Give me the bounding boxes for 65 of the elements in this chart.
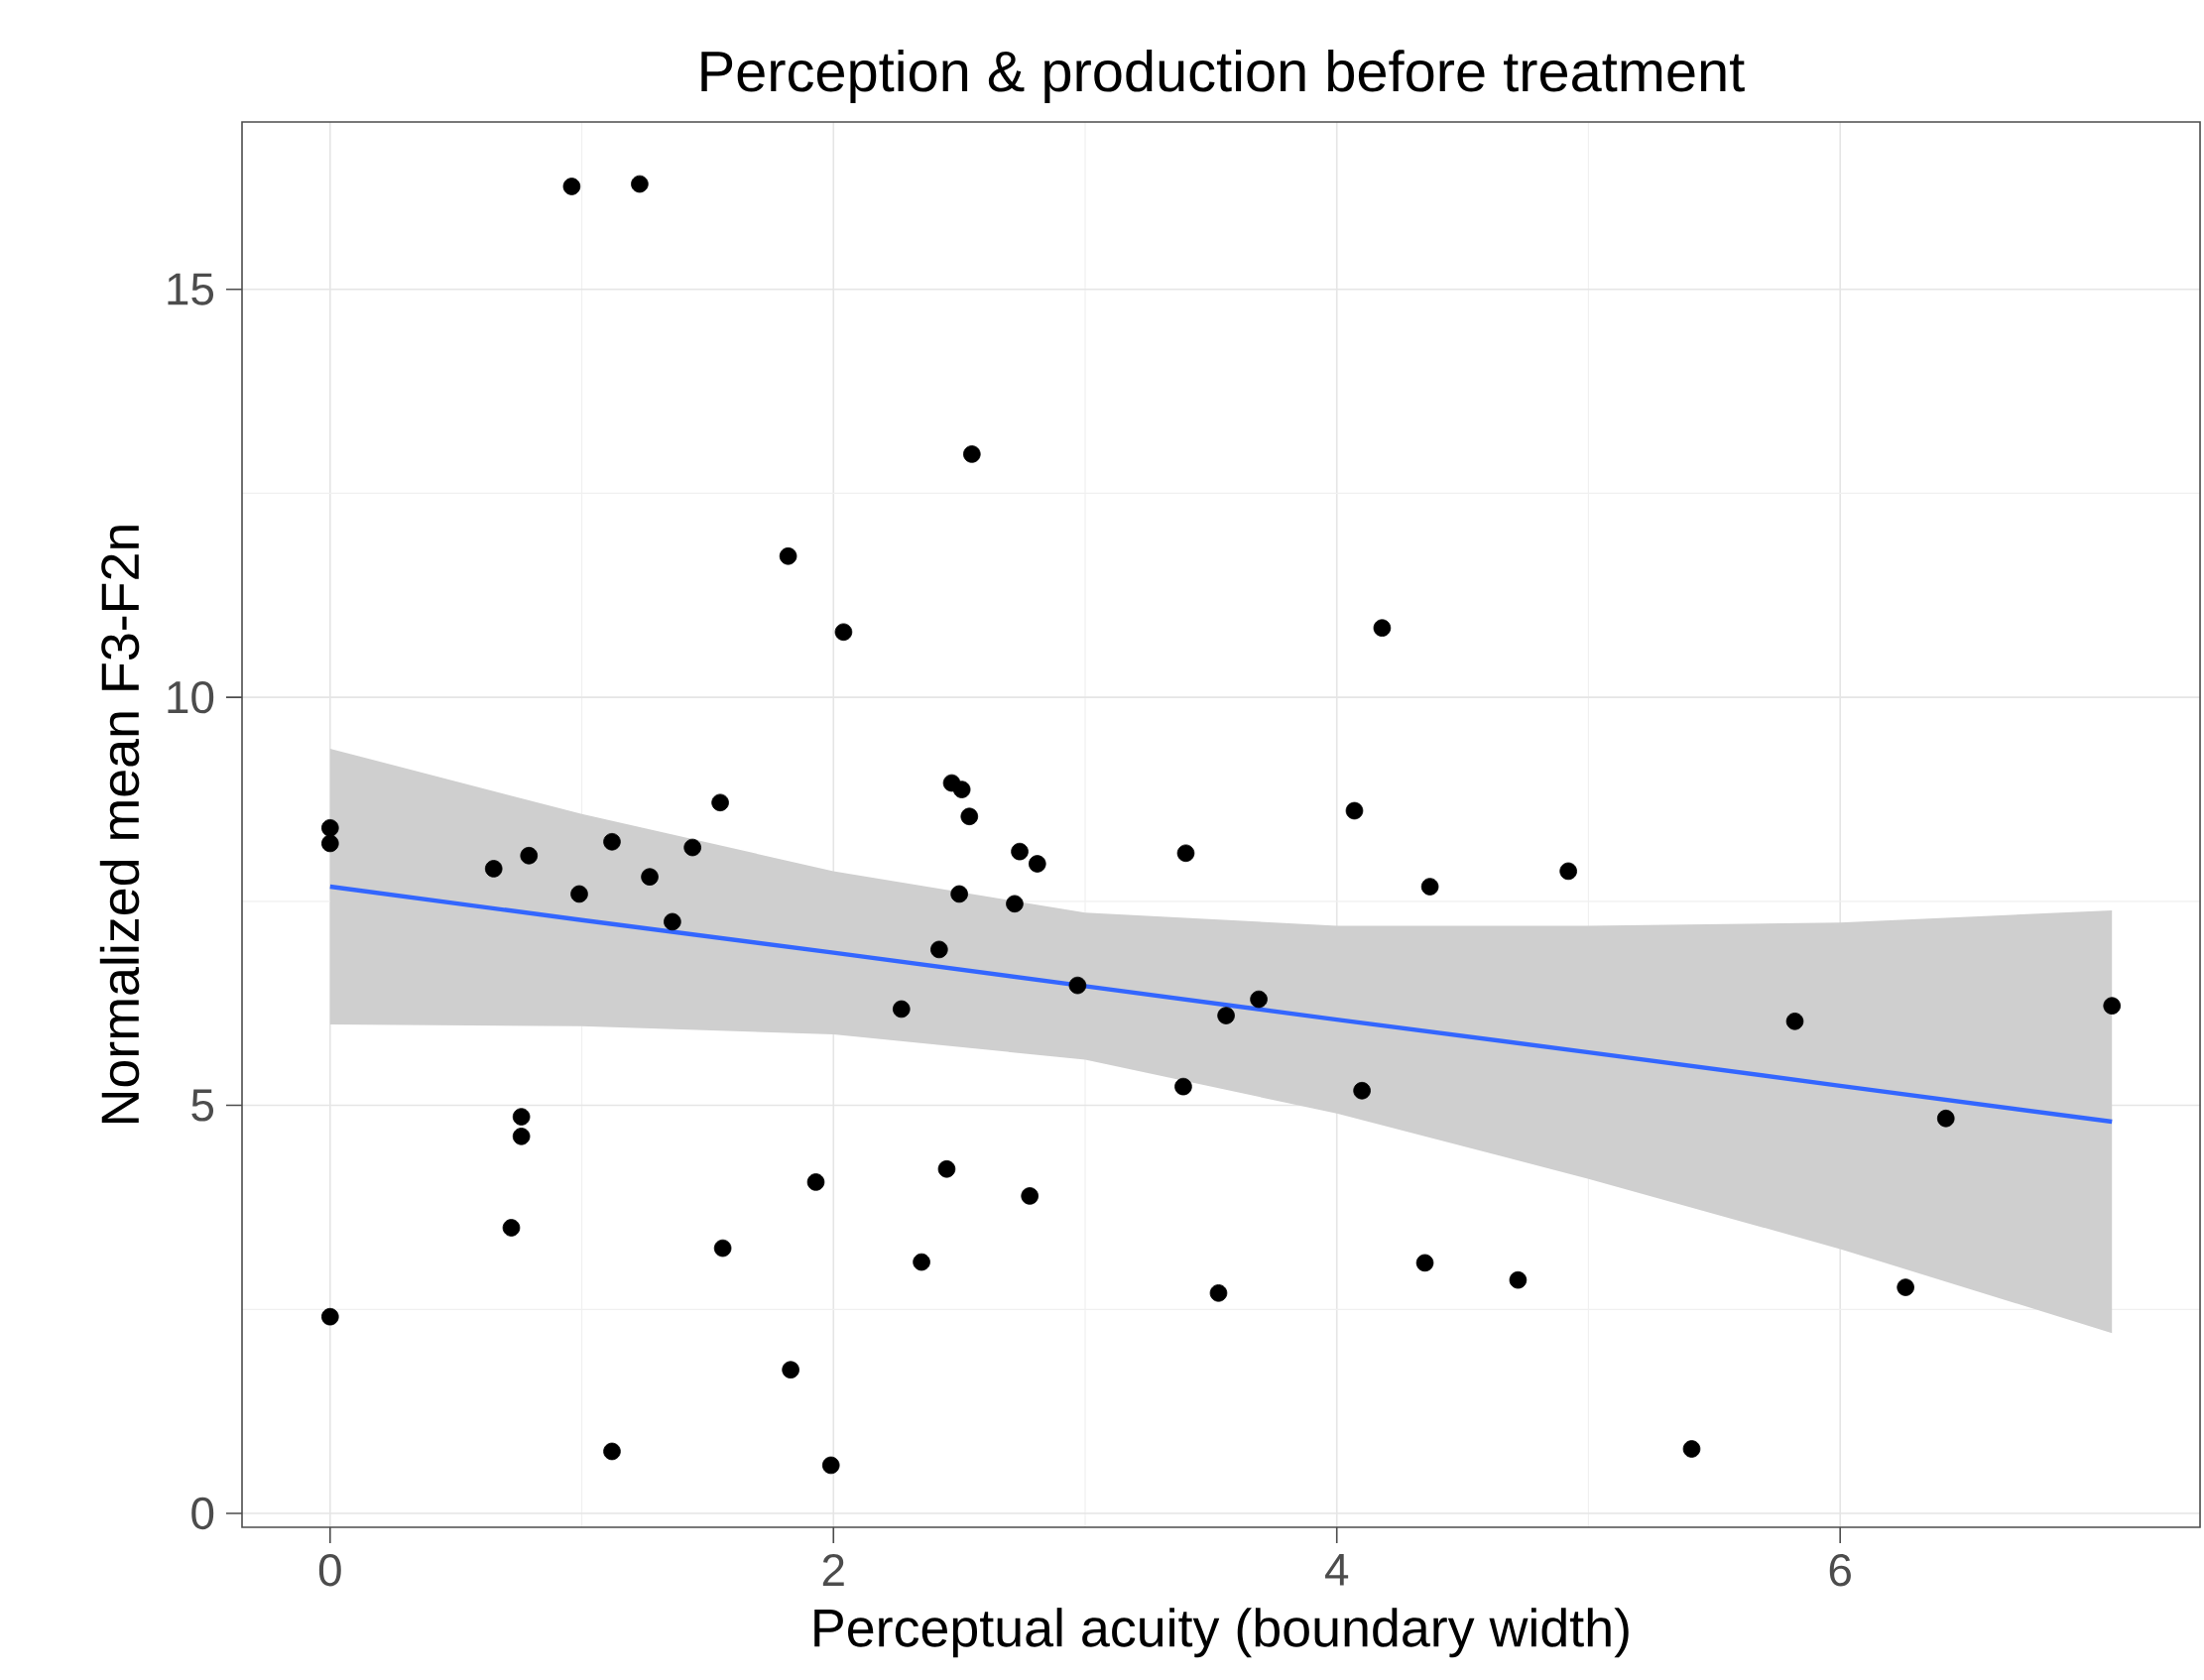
point (1785, 1013, 1804, 1030)
point (821, 1456, 840, 1475)
point (892, 1000, 911, 1019)
point (834, 623, 853, 642)
point (1345, 801, 1364, 820)
point (1936, 1109, 1955, 1128)
y-tick-label: 10 (168, 680, 214, 714)
point (1176, 844, 1195, 863)
point (1011, 842, 1029, 861)
point (782, 1361, 799, 1379)
point (520, 846, 539, 865)
x-tick-label: 2 (822, 1554, 844, 1587)
point (950, 885, 968, 903)
point (321, 834, 339, 853)
point (711, 793, 729, 812)
point (937, 1159, 956, 1178)
point (562, 178, 581, 195)
point (913, 1253, 930, 1271)
point (512, 1128, 531, 1145)
line-series (327, 884, 2115, 1125)
y-tick-label: 0 (191, 1497, 214, 1530)
point (664, 912, 681, 931)
point (321, 818, 339, 837)
point (512, 1108, 531, 1126)
x-tick-label: 4 (1325, 1554, 1349, 1586)
point (1373, 619, 1392, 637)
point (1028, 855, 1046, 873)
point (1420, 878, 1439, 896)
point (484, 860, 503, 878)
point (603, 1442, 621, 1461)
point (952, 780, 971, 798)
point (960, 807, 979, 826)
point (806, 1173, 825, 1191)
point (2103, 997, 2122, 1015)
y-tick-label: 15 (168, 273, 214, 305)
point (1897, 1278, 1914, 1296)
point (603, 832, 621, 851)
point (963, 445, 981, 463)
point (1006, 895, 1024, 913)
point (641, 868, 659, 886)
point (570, 885, 588, 903)
point (1353, 1081, 1371, 1100)
point (713, 1239, 732, 1258)
point (1559, 862, 1577, 881)
x-tick-label: 0 (318, 1554, 341, 1587)
point (1250, 990, 1268, 1009)
point (502, 1219, 521, 1237)
point (1682, 1440, 1701, 1458)
y-axis-title: Normalized mean F3-F2n (99, 526, 140, 1124)
point (1174, 1077, 1192, 1096)
point (1209, 1284, 1228, 1302)
point (1509, 1270, 1528, 1289)
point (1021, 1187, 1039, 1205)
point (683, 838, 701, 857)
point (1068, 976, 1087, 995)
x-tick-label: 6 (1829, 1554, 1851, 1587)
point (321, 1307, 339, 1326)
chart-title: Perception & production before treatment (701, 50, 1745, 103)
point (930, 940, 948, 959)
point (1217, 1007, 1235, 1024)
point (1415, 1254, 1434, 1272)
point (779, 546, 797, 565)
x-axis-title: Perceptual acuity (boundary width) (814, 1608, 1629, 1658)
point (631, 175, 649, 193)
y-tick-label: 5 (191, 1089, 214, 1122)
